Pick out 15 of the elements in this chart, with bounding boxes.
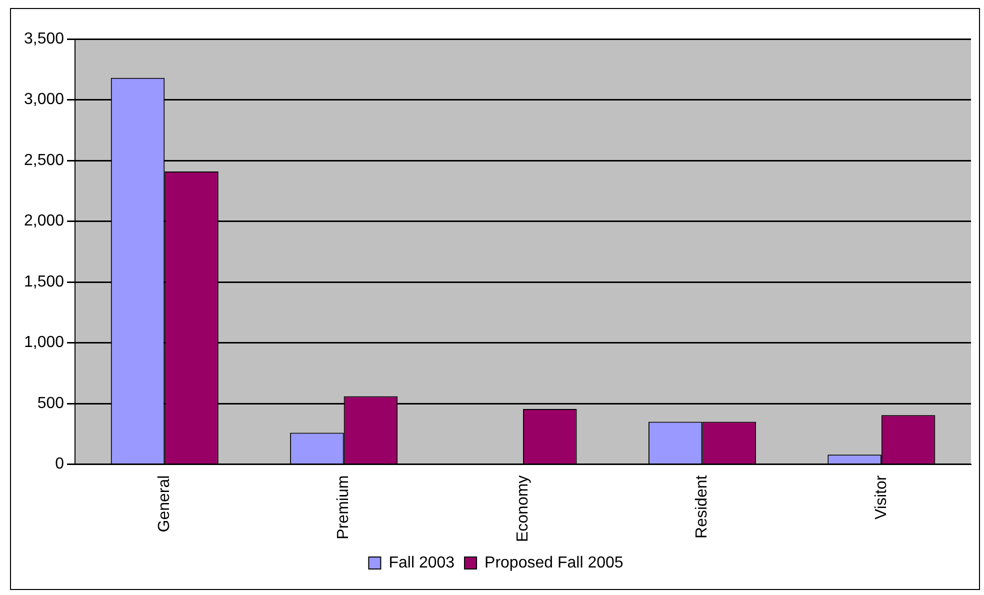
y-tick-label: 0 [55,456,64,473]
x-tick-label: Economy [514,475,532,542]
y-tick-label: 2,000 [24,212,64,230]
x-tick-label: Premium [335,475,352,540]
y-tick-label: 1,500 [24,273,64,290]
x-tick-label: General [156,475,174,532]
legend-label: Fall 2003 [388,554,455,572]
legend-label: Proposed Fall 2005 [484,554,624,572]
x-tick-label: Resident [694,474,711,538]
y-tick-label: 500 [37,394,64,412]
y-tick-label: 2,500 [24,152,64,169]
y-tick-label: 3,000 [24,91,64,108]
y-tick-label: 3,500 [24,30,64,48]
y-tick-label: 1,000 [24,334,64,352]
x-tick-label: Visitor [872,474,890,520]
